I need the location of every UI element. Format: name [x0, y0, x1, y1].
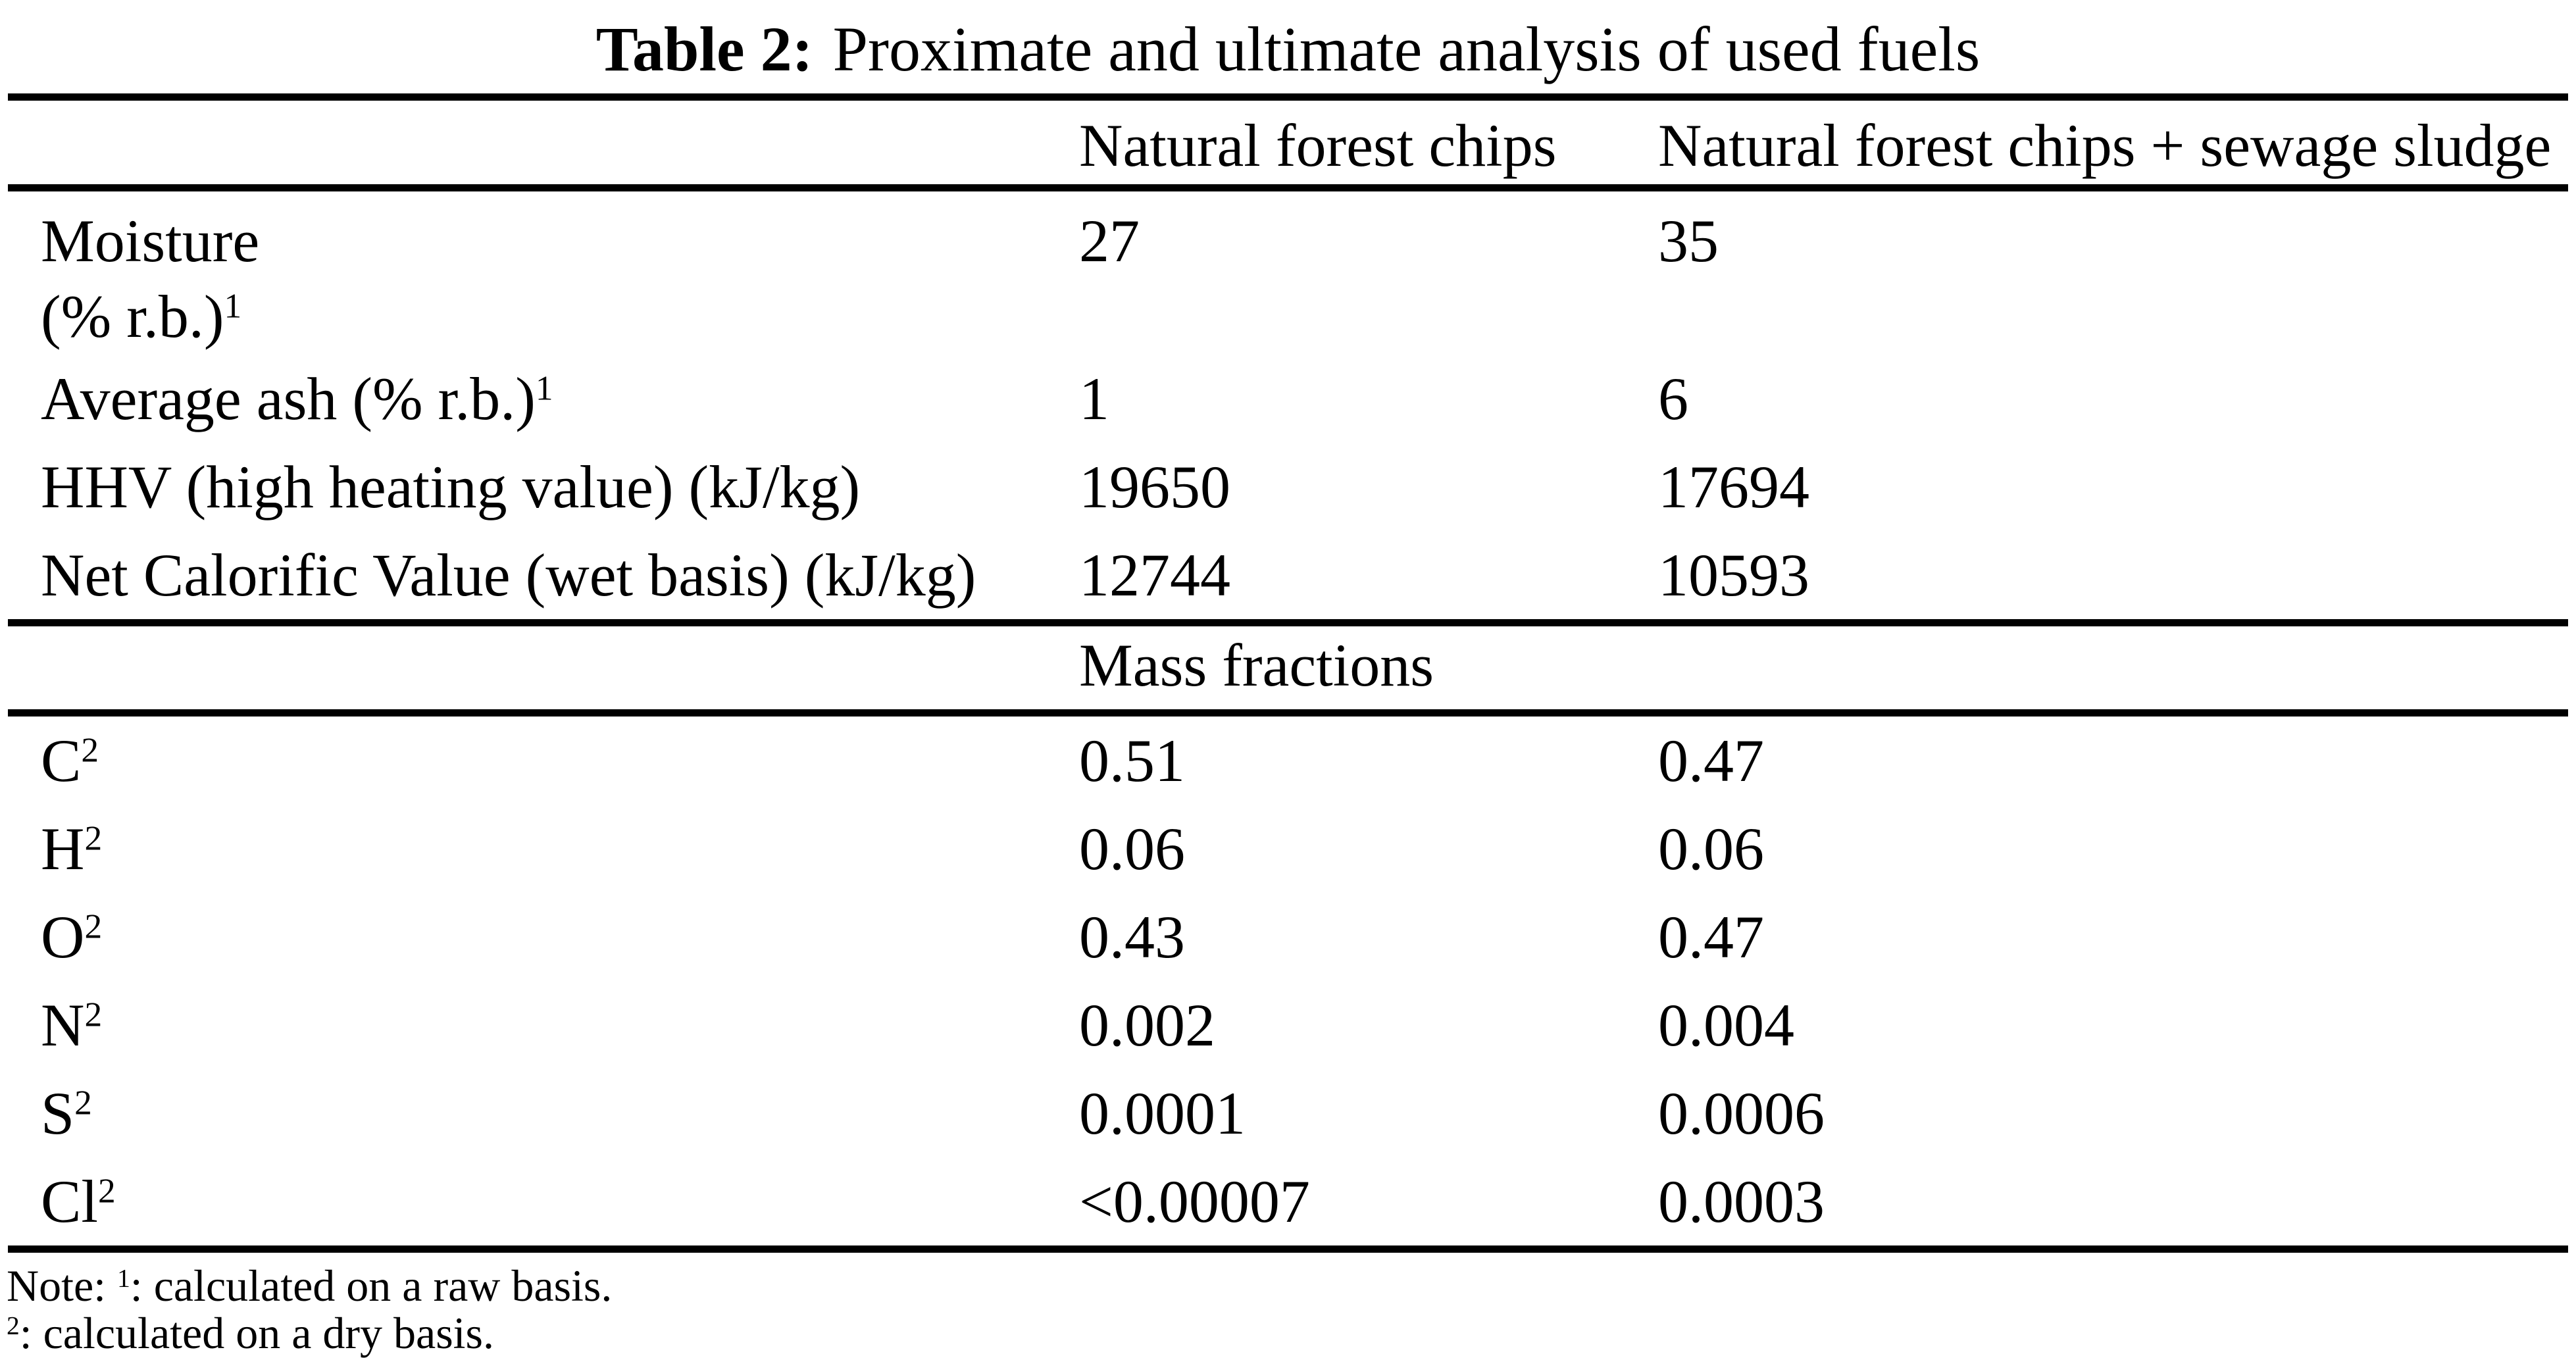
row-label-hhv: HHV (high heating value) (kJ/kg) [41, 453, 861, 520]
row-label-chlorine: Cl2 [41, 1167, 1079, 1236]
row-label-sulfur: S2 [41, 1078, 1079, 1148]
header-row: Natural forest chips Natural forest chip… [8, 101, 2568, 184]
table-row-hhv: HHV (high heating value) (kJ/kg) 19650 1… [8, 443, 2568, 531]
ash-label: Average ash (% r.b.) [41, 365, 536, 432]
rule-top [8, 93, 2568, 101]
cell-oxygen-chips: 0.43 [1079, 903, 1185, 970]
cell-carbon-chips: 0.51 [1079, 726, 1185, 794]
ultimate-analysis-section: C2 0.51 0.47 H2 0.06 0.06 O2 0.43 0.47 N… [8, 717, 2568, 1245]
mass-fractions-header-row: Mass fractions [8, 626, 2568, 709]
cell-ncv-chips: 12744 [1079, 541, 1230, 609]
row-label-ncv: Net Calorific Value (wet basis) (kJ/kg) [41, 541, 976, 609]
footnote-marker-2: 2 [84, 818, 103, 858]
table-row-oxygen: O2 0.43 0.47 [8, 893, 2568, 981]
table-row-hydrogen: H2 0.06 0.06 [8, 805, 2568, 893]
mass-fractions-heading: Mass fractions [1079, 631, 1434, 699]
row-label-hydrogen: H2 [41, 814, 1079, 884]
cell-ash-sludge: 6 [1658, 365, 1688, 432]
cell-ncv-sludge: 10593 [1658, 541, 1809, 609]
cell-hhv-sludge: 17694 [1658, 453, 1809, 520]
moisture-label-line2: (% r.b.)1 [41, 279, 1079, 355]
footnote-marker-2: 2 [84, 906, 103, 946]
cell-hydrogen-sludge: 0.06 [1658, 815, 1764, 882]
table-row-sulfur: S2 0.0001 0.0006 [8, 1069, 2568, 1157]
note-line-dry-basis: 2: calculated on a dry basis. [7, 1309, 2576, 1357]
row-label-carbon: C2 [41, 726, 1079, 795]
row-label-moisture: Moisture (% r.b.)1 [41, 203, 1079, 355]
header-col-natural-forest-chips: Natural forest chips [1079, 111, 1557, 179]
rule-below-mass-fractions [8, 709, 2568, 717]
note-line-raw-basis: Note: 1: calculated on a raw basis. [7, 1262, 2576, 1309]
cell-carbon-sludge: 0.47 [1658, 726, 1764, 794]
element-symbol: H [41, 815, 85, 882]
footnote-marker-2: 2 [84, 994, 103, 1034]
table-row-nitrogen: N2 0.002 0.004 [8, 981, 2568, 1069]
table-row-average-ash: Average ash (% r.b.)1 1 6 [8, 355, 2568, 443]
element-symbol: N [41, 991, 85, 1059]
row-label-nitrogen: N2 [41, 990, 1079, 1060]
cell-sulfur-chips: 0.0001 [1079, 1079, 1246, 1147]
cell-chlorine-chips: <0.00007 [1079, 1167, 1310, 1235]
note-text: : calculated on a raw basis. [130, 1260, 613, 1311]
rule-bottom [8, 1245, 2568, 1253]
cell-moisture-sludge: 35 [1658, 207, 1719, 274]
element-symbol: C [41, 726, 82, 794]
row-label-average-ash: Average ash (% r.b.)1 [41, 364, 1079, 434]
footnote-marker-2: 2 [74, 1082, 92, 1122]
moisture-unit: (% r.b.) [41, 282, 224, 350]
cell-nitrogen-sludge: 0.004 [1658, 991, 1794, 1059]
rule-below-header [8, 184, 2568, 191]
footnote-marker-2: 2 [81, 730, 99, 770]
table-row-chlorine: Cl2 <0.00007 0.0003 [8, 1157, 2568, 1245]
table-row-carbon: C2 0.51 0.47 [8, 717, 2568, 805]
footnote-marker-1: 1 [535, 368, 553, 408]
cell-hhv-chips: 19650 [1079, 453, 1230, 520]
element-symbol: Cl [41, 1167, 98, 1235]
cell-ash-chips: 1 [1079, 365, 1109, 432]
table-caption-text: Proximate and ultimate analysis of used … [832, 14, 1981, 84]
cell-nitrogen-chips: 0.002 [1079, 991, 1215, 1059]
rule-above-mass-fractions [8, 618, 2568, 626]
note-prefix: Note: [7, 1260, 118, 1311]
table-notes: Note: 1: calculated on a raw basis. 2: c… [7, 1262, 2576, 1357]
cell-chlorine-sludge: 0.0003 [1658, 1167, 1825, 1235]
footnote-marker-1: 1 [117, 1263, 130, 1292]
table-caption: Table 2: Proximate and ultimate analysis … [0, 14, 2576, 84]
element-symbol: O [41, 903, 85, 970]
footnote-marker-2: 2 [97, 1170, 116, 1211]
fuel-analysis-table: Natural forest chips Natural forest chip… [8, 93, 2568, 1253]
footnote-marker-1: 1 [224, 286, 242, 326]
moisture-label-line1: Moisture [41, 207, 260, 274]
element-symbol: S [41, 1079, 75, 1147]
table-row-moisture: Moisture (% r.b.)1 27 35 [8, 203, 2568, 355]
cell-hydrogen-chips: 0.06 [1079, 815, 1185, 882]
proximate-analysis-section: Moisture (% r.b.)1 27 35 Average ash (% … [8, 191, 2568, 619]
header-col-chips-plus-sewage-sludge: Natural forest chips + sewage sludge [1658, 111, 2552, 179]
paper-table-figure: Table 2: Proximate and ultimate analysis … [0, 14, 2576, 1357]
table-row-net-calorific-value: Net Calorific Value (wet basis) (kJ/kg) … [8, 531, 2568, 619]
footnote-marker-2: 2 [7, 1310, 20, 1340]
row-label-oxygen: O2 [41, 902, 1079, 972]
note-text: : calculated on a dry basis. [19, 1307, 495, 1358]
table-caption-label: Table 2: [595, 14, 813, 84]
cell-sulfur-sludge: 0.0006 [1658, 1079, 1825, 1147]
cell-oxygen-sludge: 0.47 [1658, 903, 1764, 970]
cell-moisture-chips: 27 [1079, 207, 1140, 274]
